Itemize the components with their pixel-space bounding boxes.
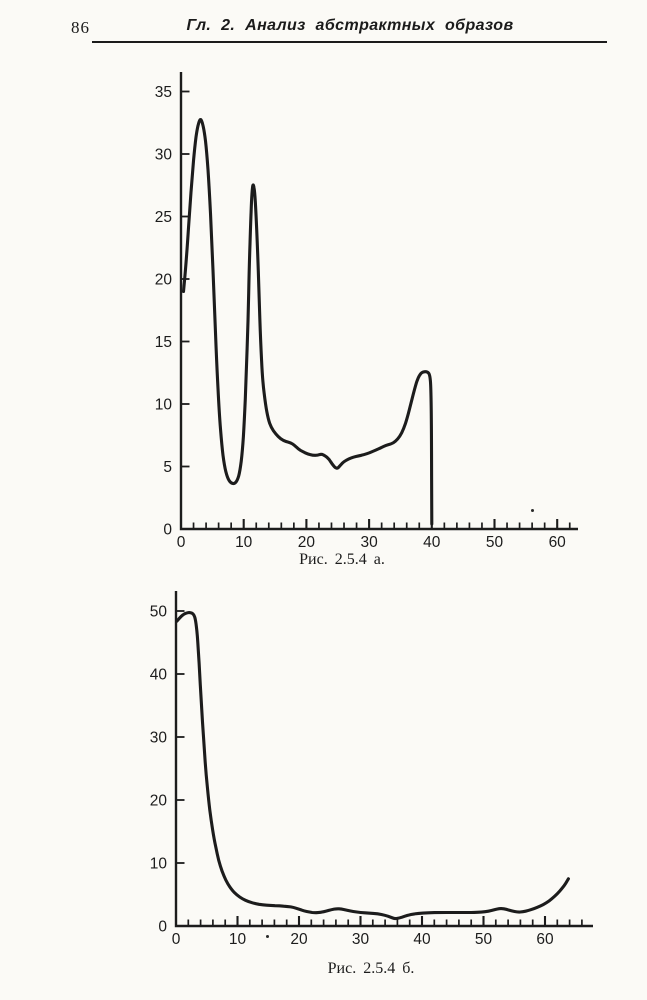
chart-curve [175, 610, 570, 921]
x-tick-label: 20 [298, 534, 316, 551]
y-tick-label: 10 [155, 396, 173, 413]
x-tick-label: 0 [177, 534, 186, 551]
chart-curve [181, 118, 434, 526]
x-tick-label: 60 [536, 931, 554, 948]
x-tick-label: 30 [360, 534, 378, 551]
x-tick-label: 30 [352, 931, 370, 948]
y-tick-label: 20 [150, 792, 168, 809]
y-tick-label: 10 [150, 855, 168, 872]
axis-lines [174, 591, 593, 928]
x-tick-label: 50 [486, 534, 504, 551]
y-tick-label: 15 [155, 334, 172, 351]
y-tick-label: 25 [155, 209, 172, 226]
y-tick-label: 30 [150, 729, 168, 746]
figure-a-caption: Рис. 2.5.4 а. [299, 551, 385, 568]
y-tick-label: 0 [158, 918, 167, 935]
header-rule [92, 41, 607, 43]
axis-lines [179, 72, 578, 531]
y-tick-label: 50 [150, 603, 168, 620]
x-tick-label: 20 [290, 931, 308, 948]
x-tick-label: 40 [413, 931, 431, 948]
y-tick-label: 40 [150, 666, 168, 683]
x-tick-label: 60 [549, 534, 567, 551]
chapter-title: Гл. 2. Анализ абстрактных образов [186, 17, 514, 34]
x-tick-label: 50 [475, 931, 493, 948]
y-tick-label: 0 [163, 521, 172, 538]
print-speck [531, 509, 534, 512]
x-tick-label: 10 [235, 534, 253, 551]
y-tick-label: 35 [155, 84, 172, 101]
x-tick-label: 0 [172, 931, 181, 948]
print-speck [266, 935, 269, 938]
figure-b-chart: 0 10 20 30 40 50 0 10 20 30 40 50 60 [150, 591, 593, 948]
y-tick-label: 30 [155, 146, 173, 163]
page-number: 86 [71, 18, 90, 37]
figure-a-chart: 0 5 10 15 20 25 30 35 0 10 20 30 40 50 60 [155, 72, 578, 551]
figure-b-caption: Рис. 2.5.4 б. [327, 960, 415, 977]
x-tick-label: 10 [229, 931, 247, 948]
x-tick-label: 40 [423, 534, 441, 551]
y-tick-label: 5 [163, 459, 172, 476]
y-tick-label: 20 [155, 271, 173, 288]
